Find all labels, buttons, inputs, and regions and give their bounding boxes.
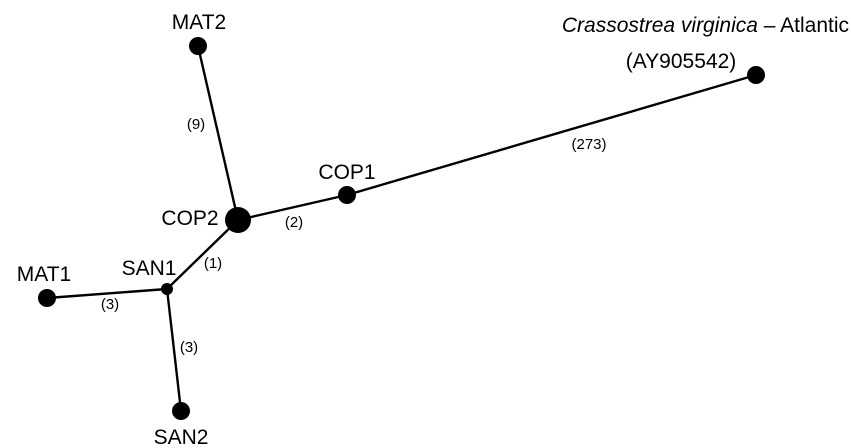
- node-mat2: [189, 37, 207, 55]
- node-san1: [161, 283, 173, 295]
- node-label-san2: SAN2: [154, 426, 209, 448]
- node-cv: [747, 66, 765, 84]
- node-mat1: [38, 289, 56, 307]
- node-label-cop1: COP1: [318, 161, 375, 184]
- node-label-san1: SAN1: [122, 257, 177, 280]
- species-name: Crassostrea virginica: [562, 14, 758, 37]
- node-label-mat2: MAT2: [172, 11, 226, 34]
- node-label-cop2: COP2: [161, 207, 218, 230]
- network-edges: [47, 46, 756, 411]
- edge-cop1-cv: [347, 75, 756, 195]
- edge-label-cop2-san1: (1): [204, 255, 222, 272]
- edge-label-san1-san2: (3): [180, 339, 198, 356]
- network-nodes: [38, 37, 765, 420]
- edge-label-mat2-cop2: (9): [187, 116, 205, 133]
- edge-labels: (9) (2) (273) (1) (3) (3): [101, 116, 607, 356]
- node-label-accession: (AY905542): [626, 50, 737, 73]
- edge-mat2-cop2: [198, 46, 238, 220]
- node-label-species: Crassostrea virginica – Atlantic: [562, 14, 849, 37]
- edge-label-cop1-cv: (273): [571, 136, 606, 153]
- node-cop2: [225, 207, 251, 233]
- edge-label-cop2-cop1: (2): [285, 214, 303, 231]
- edge-label-san1-mat1: (3): [101, 296, 119, 313]
- node-label-mat1: MAT1: [17, 263, 71, 286]
- edge-cop2-san1: [167, 220, 238, 289]
- node-san2: [172, 402, 190, 420]
- node-labels: MAT2 COP2 COP1 SAN1 MAT1 SAN2 Crassostre…: [17, 11, 849, 448]
- species-region: – Atlantic: [758, 14, 849, 37]
- node-cop1: [338, 186, 356, 204]
